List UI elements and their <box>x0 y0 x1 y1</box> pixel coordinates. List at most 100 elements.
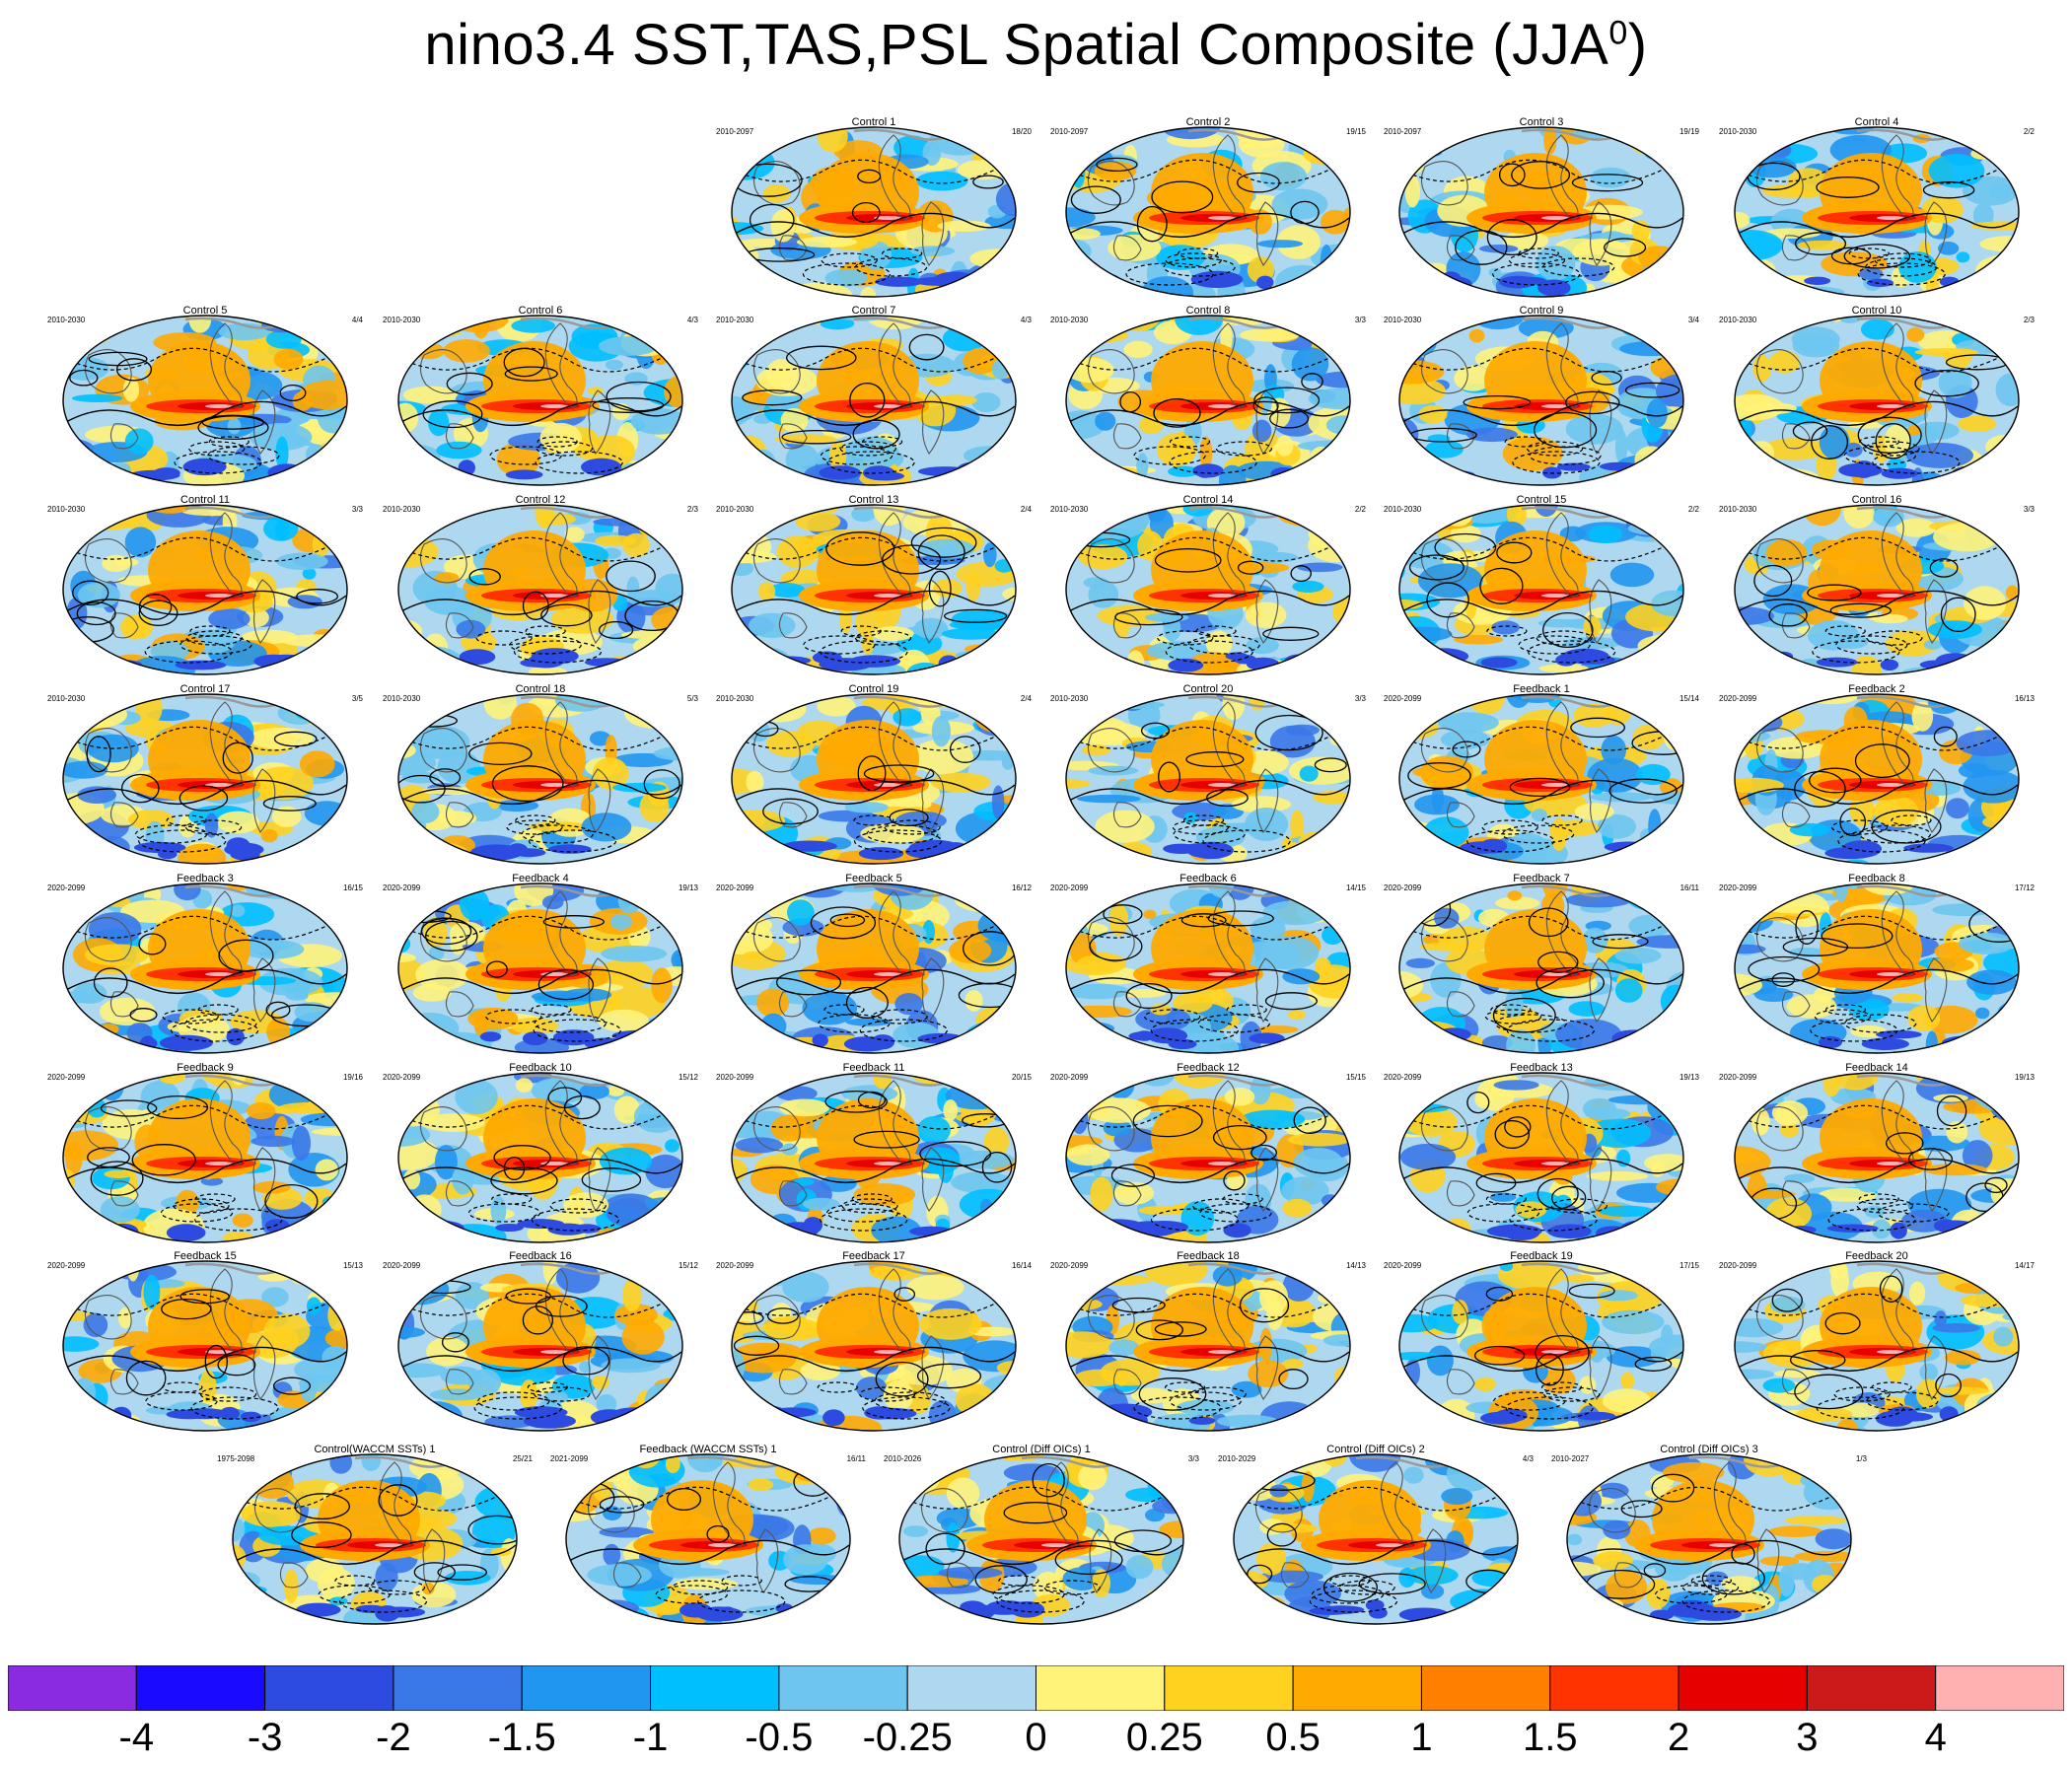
panel-year-range: 2010-2030 <box>1384 316 1422 324</box>
panel-event-count: 15/13 <box>342 1261 363 1270</box>
map-panel: Feedback 12 2020-2099 15/15 <box>1050 1062 1366 1251</box>
composite-map <box>1398 1072 1684 1243</box>
composite-map <box>1398 504 1684 675</box>
composite-map <box>1398 126 1684 298</box>
composite-map <box>397 1260 683 1432</box>
colorbar-tick-label: 1.5 <box>1522 1716 1578 1759</box>
map-panel: Control 17 2010-2030 3/5 <box>47 683 363 873</box>
colorbar-swatch <box>1678 1665 1808 1711</box>
map-panel: Control 10 2010-2030 2/3 <box>1719 305 2035 494</box>
panel-title: Control 9 <box>1519 305 1564 317</box>
composite-map <box>62 315 348 486</box>
panel-year-range: 2020-2099 <box>1719 694 1757 703</box>
panel-year-range: 2010-2030 <box>1719 127 1757 136</box>
panel-event-count: 2/2 <box>1687 505 1699 514</box>
colorbar <box>8 1665 2064 1711</box>
composite-map <box>1566 1453 1852 1625</box>
panel-year-range: 2020-2099 <box>1050 883 1089 892</box>
composite-map <box>397 504 683 675</box>
composite-map <box>1065 126 1351 298</box>
panel-title: Feedback 8 <box>1848 873 1905 884</box>
panel-year-range: 2010-2030 <box>716 316 754 324</box>
panel-year-range: 2010-2030 <box>1050 316 1089 324</box>
panel-event-count: 15/12 <box>678 1261 698 1270</box>
panel-event-count: 3/3 <box>2023 505 2035 514</box>
composite-map <box>1065 315 1351 486</box>
composite-map <box>1065 504 1351 675</box>
panel-title: Feedback 11 <box>842 1062 905 1074</box>
colorbar-tick-label: 0.25 <box>1125 1716 1203 1759</box>
panel-year-range: 2020-2099 <box>1384 1073 1422 1082</box>
panel-year-range: 2010-2030 <box>1050 505 1089 514</box>
panel-event-count: 18/20 <box>1011 127 1032 136</box>
colorbar-tick-label: -3 <box>247 1716 283 1759</box>
panel-event-count: 19/15 <box>1345 127 1366 136</box>
panel-title: Control 8 <box>1185 305 1231 317</box>
panel-title: Control 7 <box>851 305 896 317</box>
composite-map <box>1065 1072 1351 1243</box>
map-panel: Control 15 2010-2030 2/2 <box>1384 494 1699 683</box>
map-panel: Control 14 2010-2030 2/2 <box>1050 494 1366 683</box>
map-panel: Feedback 20 2020-2099 14/17 <box>1719 1250 2035 1440</box>
composite-map <box>1734 315 2020 486</box>
panel-event-count: 3/3 <box>1187 1454 1199 1463</box>
panel-year-range: 2020-2099 <box>47 1073 86 1082</box>
panel-year-range: 2010-2026 <box>884 1454 922 1463</box>
panel-event-count: 19/13 <box>1679 1073 1699 1082</box>
panel-year-range: 2020-2099 <box>1719 883 1757 892</box>
panel-title: Feedback 4 <box>512 873 569 884</box>
panel-title: Control 1 <box>851 116 896 128</box>
panel-title: Feedback (WACCM SSTs) 1 <box>639 1444 777 1455</box>
panel-title: Control 16 <box>1851 494 1902 506</box>
map-panel: Control 8 2010-2030 3/3 <box>1050 305 1366 494</box>
map-panel: Control (Diff OICs) 3 2010-2027 1/3 <box>1551 1444 1867 1633</box>
panel-event-count: 2/4 <box>1020 694 1032 703</box>
composite-map <box>1734 882 2020 1054</box>
panel-event-count: 2/3 <box>686 505 698 514</box>
panel-event-count: 14/15 <box>1345 883 1366 892</box>
colorbar-tick-label: -4 <box>118 1716 155 1759</box>
panel-year-range: 2020-2099 <box>383 1261 421 1270</box>
map-panel: Control (Diff OICs) 1 2010-2026 3/3 <box>884 1444 1199 1633</box>
panel-year-range: 2010-2030 <box>47 316 86 324</box>
map-panel: Feedback 14 2020-2099 19/13 <box>1719 1062 2035 1251</box>
composite-map <box>1233 1453 1519 1625</box>
composite-map <box>1065 882 1351 1054</box>
panel-title: Feedback 12 <box>1177 1062 1240 1074</box>
composite-map <box>731 693 1017 865</box>
colorbar-swatch <box>1036 1665 1166 1711</box>
colorbar-swatch <box>135 1665 266 1711</box>
panel-event-count: 15/12 <box>678 1073 698 1082</box>
panel-event-count: 19/13 <box>678 883 698 892</box>
title-close: ) <box>1627 13 1648 77</box>
composite-map <box>731 126 1017 298</box>
panel-year-range: 2010-2029 <box>1218 1454 1256 1463</box>
panel-event-count: 2/2 <box>1354 505 1366 514</box>
panel-title: Control (Diff OICs) 3 <box>1660 1444 1758 1455</box>
composite-map <box>62 1072 348 1243</box>
colorbar-swatch <box>1292 1665 1422 1711</box>
map-panel: Control 9 2010-2030 3/4 <box>1384 305 1699 494</box>
map-panel: Feedback 11 2020-2099 20/15 <box>716 1062 1032 1251</box>
panel-title: Control 5 <box>182 305 228 317</box>
panel-year-range: 2020-2099 <box>383 883 421 892</box>
colorbar-tick-label: 0.5 <box>1265 1716 1321 1759</box>
panel-title: Feedback 13 <box>1510 1062 1573 1074</box>
panel-year-range: 2020-2099 <box>47 1261 86 1270</box>
colorbar-tick-label: -0.5 <box>745 1716 814 1759</box>
panel-title: Control 17 <box>179 683 231 695</box>
panel-year-range: 2010-2097 <box>716 127 754 136</box>
panel-title: Feedback 2 <box>1848 683 1905 695</box>
panel-event-count: 3/3 <box>1354 316 1366 324</box>
panel-title: Feedback 6 <box>1179 873 1237 884</box>
panel-year-range: 2010-2030 <box>716 505 754 514</box>
panel-title: Feedback 7 <box>1513 873 1570 884</box>
panel-title: Feedback 5 <box>845 873 902 884</box>
panel-title: Feedback 20 <box>1845 1250 1908 1262</box>
panel-event-count: 5/3 <box>686 694 698 703</box>
composite-map <box>898 1453 1184 1625</box>
composite-map <box>62 693 348 865</box>
panel-event-count: 19/19 <box>1679 127 1699 136</box>
panel-year-range: 2020-2099 <box>1384 883 1422 892</box>
panel-event-count: 20/15 <box>1011 1073 1032 1082</box>
